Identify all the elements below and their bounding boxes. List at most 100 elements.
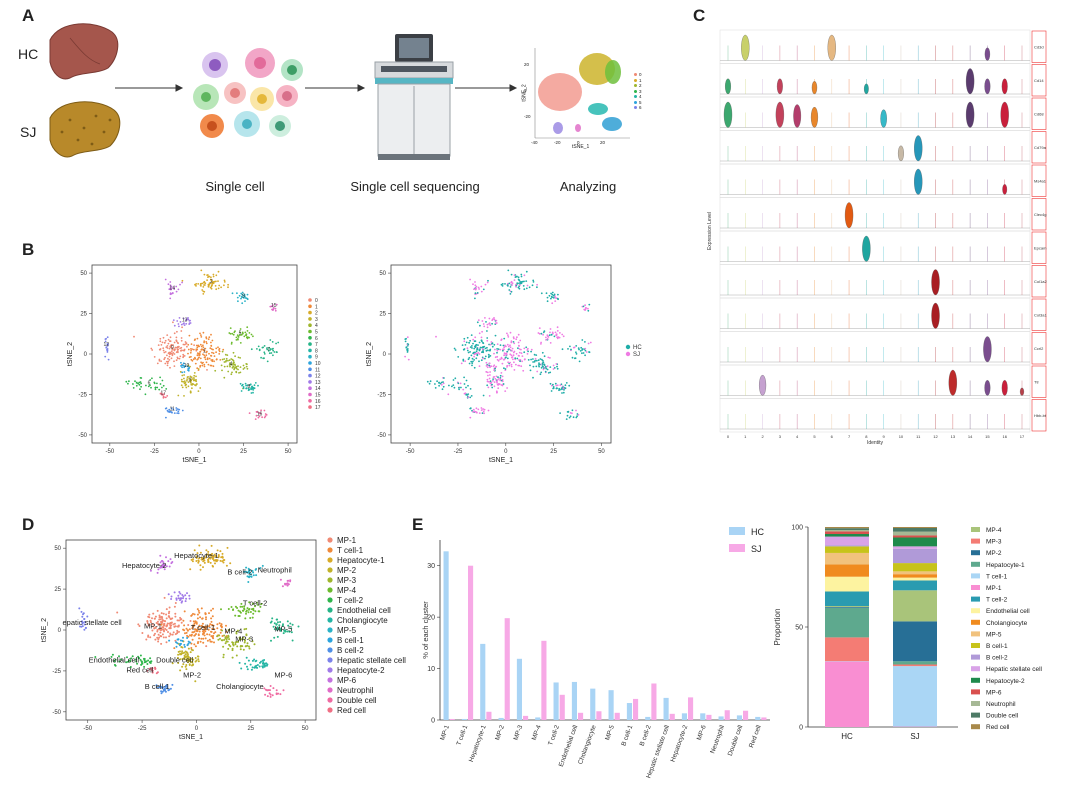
data-point xyxy=(194,628,196,631)
data-point xyxy=(235,641,238,643)
data-point xyxy=(547,356,550,359)
data-point xyxy=(188,367,190,370)
data-point xyxy=(504,283,506,285)
data-point xyxy=(205,361,208,364)
data-point xyxy=(161,626,164,629)
data-point xyxy=(246,575,249,578)
data-point xyxy=(197,634,200,637)
data-point xyxy=(165,625,168,628)
data-point xyxy=(160,692,163,695)
data-point xyxy=(248,384,251,386)
data-point xyxy=(211,615,214,618)
data-point xyxy=(168,635,171,638)
data-point xyxy=(106,336,109,339)
data-point xyxy=(520,273,523,276)
data-point xyxy=(584,309,586,311)
data-point xyxy=(488,317,491,320)
data-point xyxy=(80,610,83,613)
data-point xyxy=(178,408,181,411)
data-point xyxy=(189,391,192,394)
data-point xyxy=(218,350,221,353)
data-point xyxy=(523,288,526,291)
data-point xyxy=(264,664,267,667)
data-point xyxy=(493,343,496,346)
data-point xyxy=(231,371,233,374)
data-point xyxy=(135,384,138,387)
data-point xyxy=(571,356,574,359)
data-point xyxy=(214,631,217,634)
data-point xyxy=(261,659,264,662)
data-point xyxy=(545,336,547,339)
data-point xyxy=(215,358,218,361)
data-point xyxy=(202,557,205,560)
data-point xyxy=(532,279,535,282)
hc-liver-illustration xyxy=(49,23,119,80)
data-point xyxy=(165,556,167,559)
data-point xyxy=(120,658,123,661)
data-point xyxy=(473,359,475,361)
bar-legend-label: HC xyxy=(751,527,764,537)
data-point xyxy=(169,366,171,369)
data-point xyxy=(203,340,206,343)
stack-legend-label: Hepatic stellate cell xyxy=(986,666,1043,673)
data-point xyxy=(492,378,494,380)
data-point xyxy=(133,335,135,338)
data-point xyxy=(176,320,179,322)
data-point xyxy=(478,365,481,367)
data-point xyxy=(486,281,489,284)
data-point xyxy=(572,416,575,419)
data-point xyxy=(168,353,171,356)
data-point xyxy=(258,415,261,418)
data-point xyxy=(481,412,484,414)
data-point xyxy=(252,389,255,391)
mini-legend-item: 5 xyxy=(634,100,642,105)
data-point xyxy=(196,337,199,340)
data-point xyxy=(179,618,182,621)
data-point xyxy=(500,339,503,341)
data-point xyxy=(182,619,185,622)
data-point xyxy=(246,326,249,329)
data-point xyxy=(168,408,171,411)
data-point xyxy=(181,646,184,649)
stack-y-axis-label: Proportion xyxy=(773,609,782,646)
data-point xyxy=(164,339,167,342)
data-point xyxy=(585,351,588,353)
data-point xyxy=(509,286,512,288)
data-point xyxy=(243,570,246,573)
data-point xyxy=(545,292,548,295)
bar-hc xyxy=(516,658,522,720)
data-point xyxy=(179,652,182,655)
data-point xyxy=(518,284,521,287)
data-point xyxy=(132,387,135,389)
data-point xyxy=(210,617,213,620)
data-point xyxy=(163,351,166,354)
violin-x-tick: 16 xyxy=(1002,434,1007,439)
data-point xyxy=(489,371,491,373)
cell-type-label: T cell-2 xyxy=(243,598,267,607)
data-point xyxy=(165,346,168,348)
data-point xyxy=(182,595,185,598)
data-point xyxy=(194,645,197,648)
data-point xyxy=(162,336,165,339)
data-point xyxy=(162,636,165,639)
data-point xyxy=(207,338,210,341)
data-point xyxy=(172,408,175,411)
data-point xyxy=(188,659,191,662)
data-point xyxy=(186,655,189,658)
data-point xyxy=(496,381,498,384)
data-point xyxy=(179,669,182,672)
data-point xyxy=(471,362,474,365)
data-point xyxy=(229,327,232,329)
data-point xyxy=(262,357,265,360)
data-point xyxy=(542,368,545,371)
bar-y-axis-label: % of each cluster xyxy=(421,601,430,659)
data-point xyxy=(160,686,163,689)
stack-segment xyxy=(825,531,869,534)
data-point xyxy=(202,633,204,636)
violin-row: Hbb-bt xyxy=(719,398,1047,433)
cluster-legend-dot xyxy=(308,329,312,334)
data-point xyxy=(469,396,472,399)
data-point xyxy=(177,597,180,600)
data-point xyxy=(202,293,205,295)
mini-ytick: -20 xyxy=(524,114,531,119)
